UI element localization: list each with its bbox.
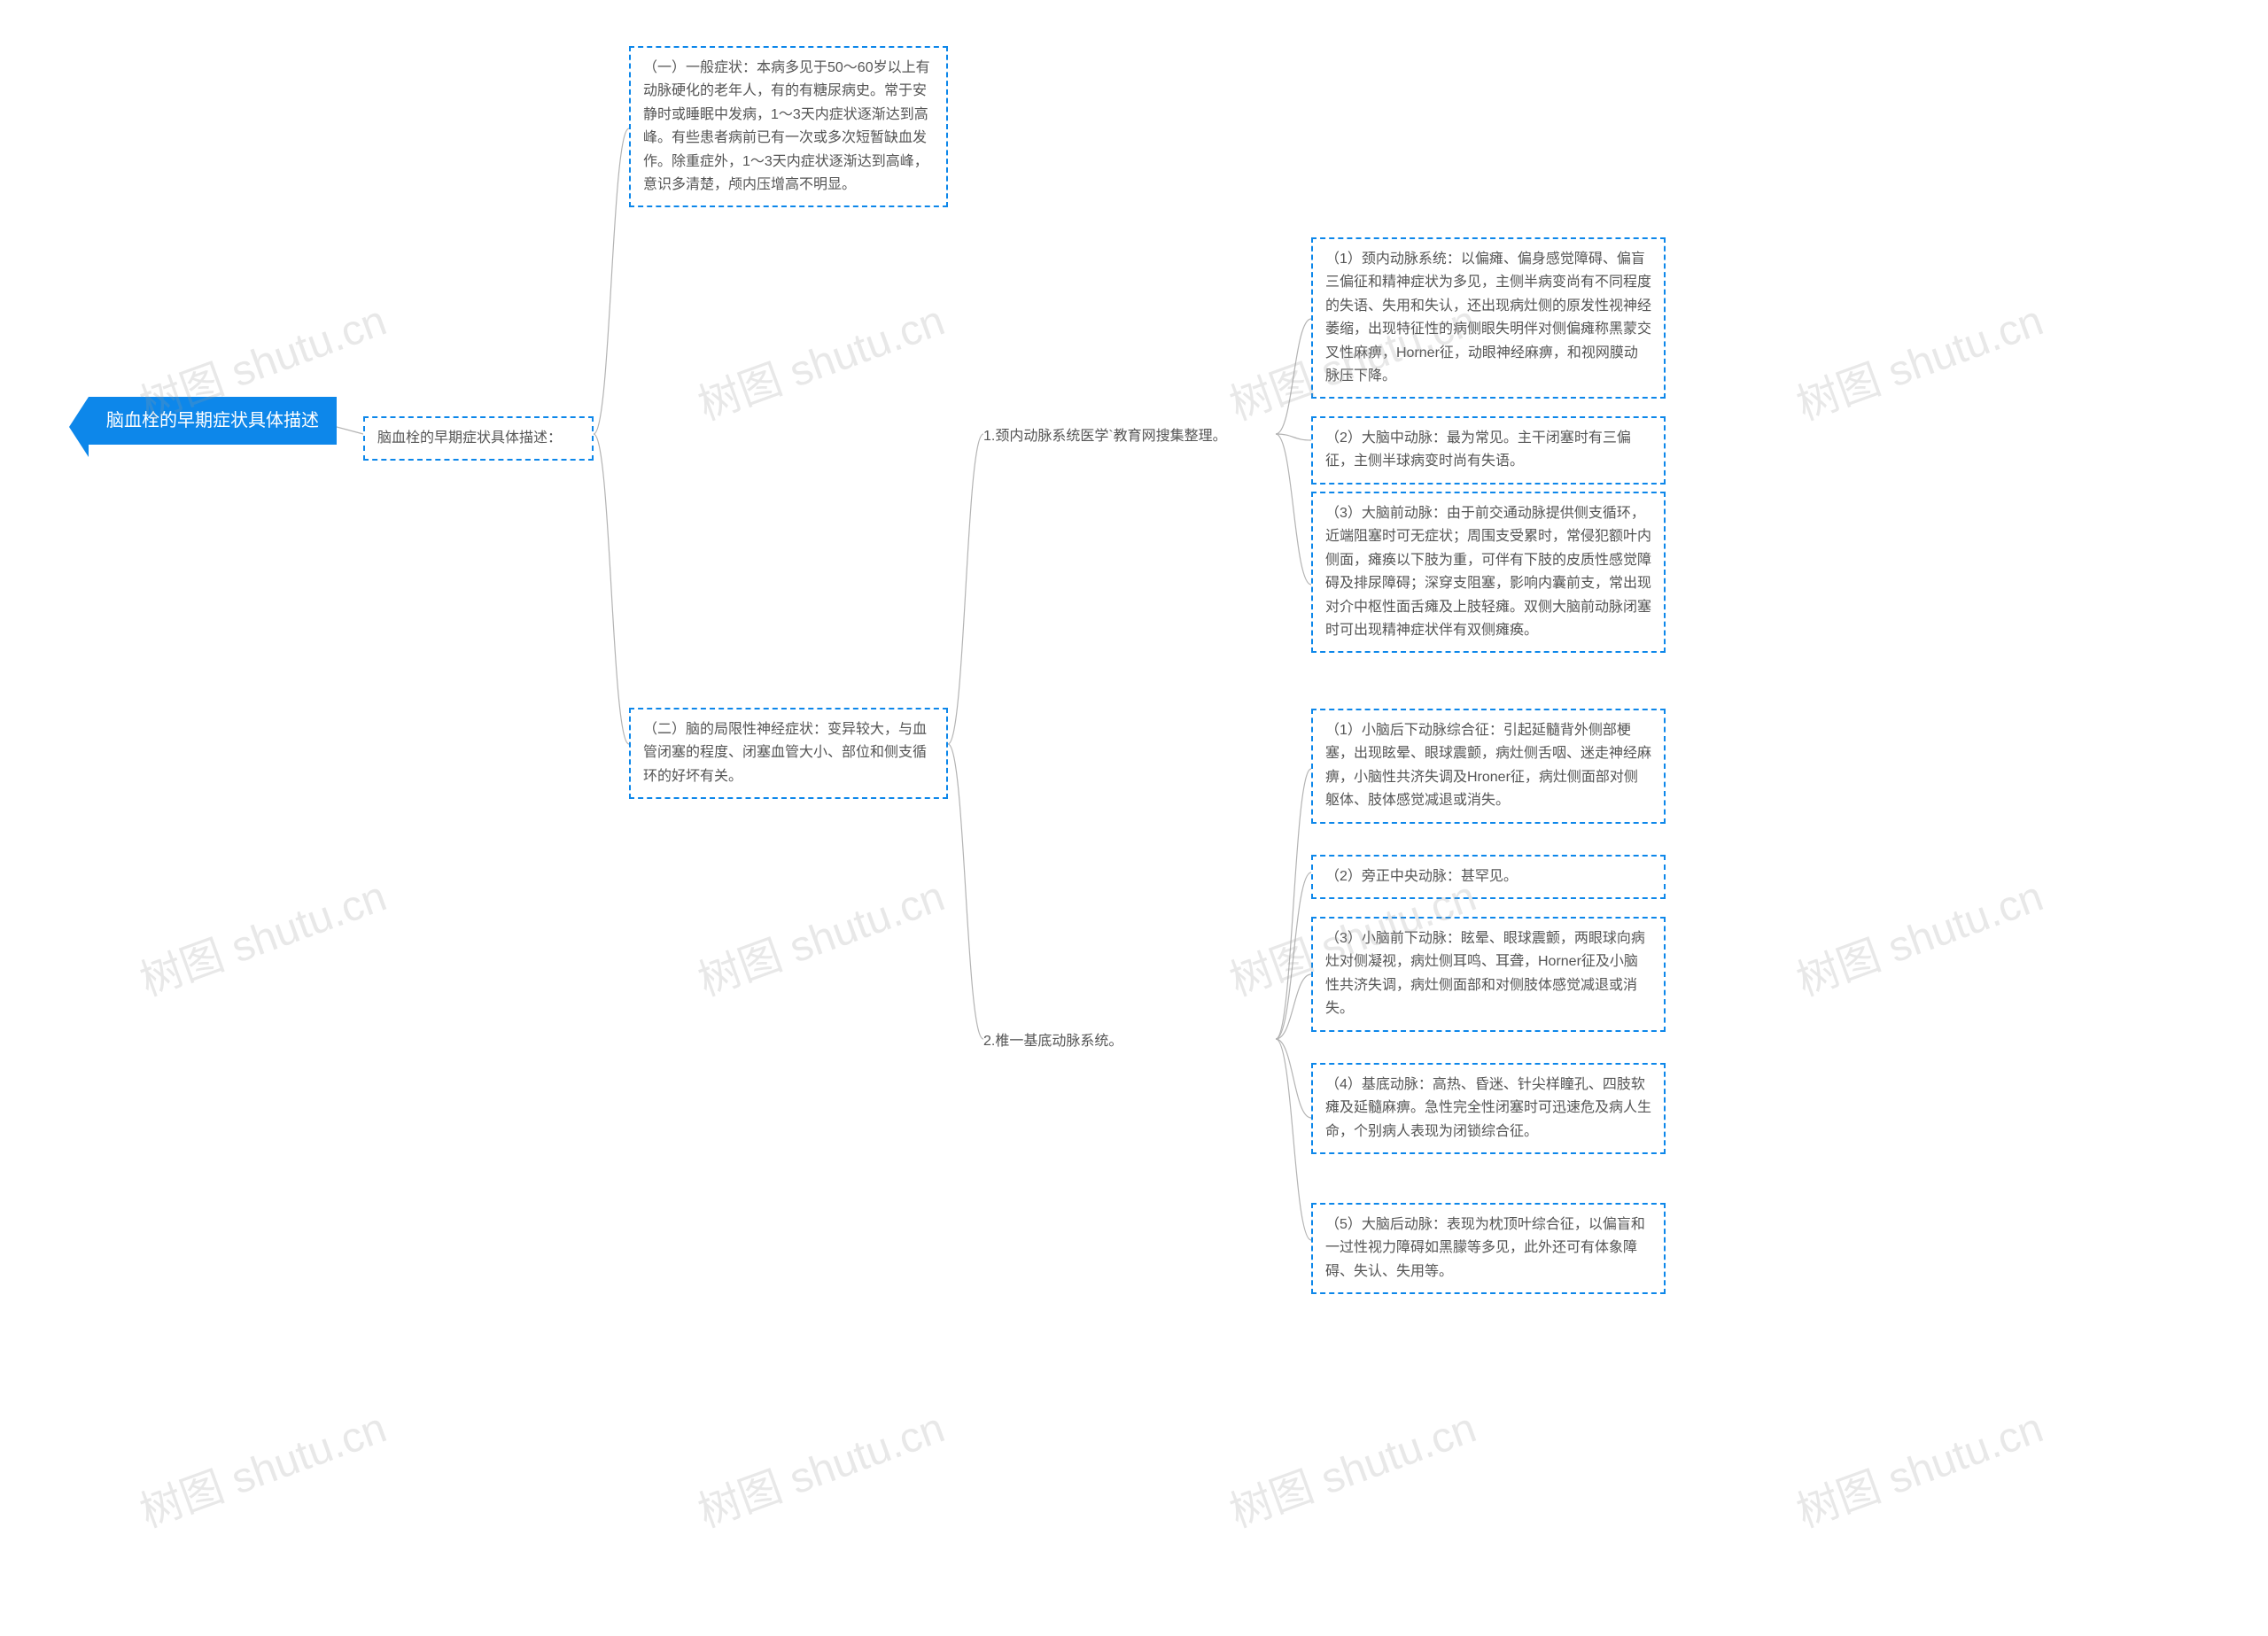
level4-text: （2）大脑中动脉：最为常见。主干闭塞时有三偏征，主侧半球病变时尚有失语。 <box>1325 430 1631 469</box>
level4-text: （1）颈内动脉系统：以偏瘫、偏身感觉障碍、偏盲三偏征和精神症状为多见，主侧半病变… <box>1325 252 1651 384</box>
root-text: 脑血栓的早期症状具体描述 <box>106 411 319 430</box>
level4-text: （3）小脑前下动脉：眩晕、眼球震颤，两眼球向病灶对侧凝视，病灶侧耳鸣、耳聋，Ho… <box>1325 931 1645 1016</box>
root-node[interactable]: 脑血栓的早期症状具体描述 <box>89 397 337 445</box>
level4-text: （5）大脑后动脉：表现为枕顶叶综合征，以偏盲和一过性视力障碍如黑朦等多见，此外还… <box>1325 1217 1645 1279</box>
level3-text: 2.椎一基底动脉系统。 <box>983 1034 1122 1049</box>
level1-node[interactable]: 脑血栓的早期症状具体描述： <box>363 416 594 461</box>
level4-text: （4）基底动脉：高热、昏迷、针尖样瞳孔、四肢软瘫及延髓麻痹。急性完全性闭塞时可迅… <box>1325 1077 1651 1139</box>
level2-text: （二）脑的局限性神经症状：变异较大，与血管闭塞的程度、闭塞血管大小、部位和侧支循… <box>643 722 927 784</box>
level4-text: （3）大脑前动脉：由于前交通动脉提供侧支循环，近端阻塞时可无症状；周围支受累时，… <box>1325 506 1651 638</box>
level3-node-b2[interactable]: 2.椎一基底动脉系统。 <box>983 1030 1276 1053</box>
mindmap-container: 脑血栓的早期症状具体描述 脑血栓的早期症状具体描述： （一）一般症状：本病多见于… <box>0 0 2268 1636</box>
level4-node[interactable]: （3）小脑前下动脉：眩晕、眼球震颤，两眼球向病灶对侧凝视，病灶侧耳鸣、耳聋，Ho… <box>1311 917 1666 1032</box>
level4-node[interactable]: （1）小脑后下动脉综合征：引起延髓背外侧部梗塞，出现眩晕、眼球震颤，病灶侧舌咽、… <box>1311 709 1666 824</box>
level4-node[interactable]: （2）大脑中动脉：最为常见。主干闭塞时有三偏征，主侧半球病变时尚有失语。 <box>1311 416 1666 485</box>
level4-text: （1）小脑后下动脉综合征：引起延髓背外侧部梗塞，出现眩晕、眼球震颤，病灶侧舌咽、… <box>1325 723 1651 808</box>
level3-node-b1[interactable]: 1.颈内动脉系统医学`教育网搜集整理。 <box>983 425 1276 448</box>
level4-node[interactable]: （3）大脑前动脉：由于前交通动脉提供侧支循环，近端阻塞时可无症状；周围支受累时，… <box>1311 492 1666 653</box>
level4-node[interactable]: （1）颈内动脉系统：以偏瘫、偏身感觉障碍、偏盲三偏征和精神症状为多见，主侧半病变… <box>1311 237 1666 399</box>
level3-text: 1.颈内动脉系统医学`教育网搜集整理。 <box>983 429 1227 444</box>
level2-text: （一）一般症状：本病多见于50～60岁以上有动脉硬化的老年人，有的有糖尿病史。常… <box>643 60 930 192</box>
level2-node-a[interactable]: （一）一般症状：本病多见于50～60岁以上有动脉硬化的老年人，有的有糖尿病史。常… <box>629 46 948 207</box>
level4-node[interactable]: （5）大脑后动脉：表现为枕顶叶综合征，以偏盲和一过性视力障碍如黑朦等多见，此外还… <box>1311 1203 1666 1294</box>
level2-node-b[interactable]: （二）脑的局限性神经症状：变异较大，与血管闭塞的程度、闭塞血管大小、部位和侧支循… <box>629 708 948 799</box>
level1-text: 脑血栓的早期症状具体描述： <box>377 430 562 446</box>
connector-lines <box>0 0 2268 1636</box>
level4-node[interactable]: （2）旁正中央动脉：甚罕见。 <box>1311 855 1666 899</box>
level4-text: （2）旁正中央动脉：甚罕见。 <box>1325 869 1518 884</box>
level4-node[interactable]: （4）基底动脉：高热、昏迷、针尖样瞳孔、四肢软瘫及延髓麻痹。急性完全性闭塞时可迅… <box>1311 1063 1666 1154</box>
